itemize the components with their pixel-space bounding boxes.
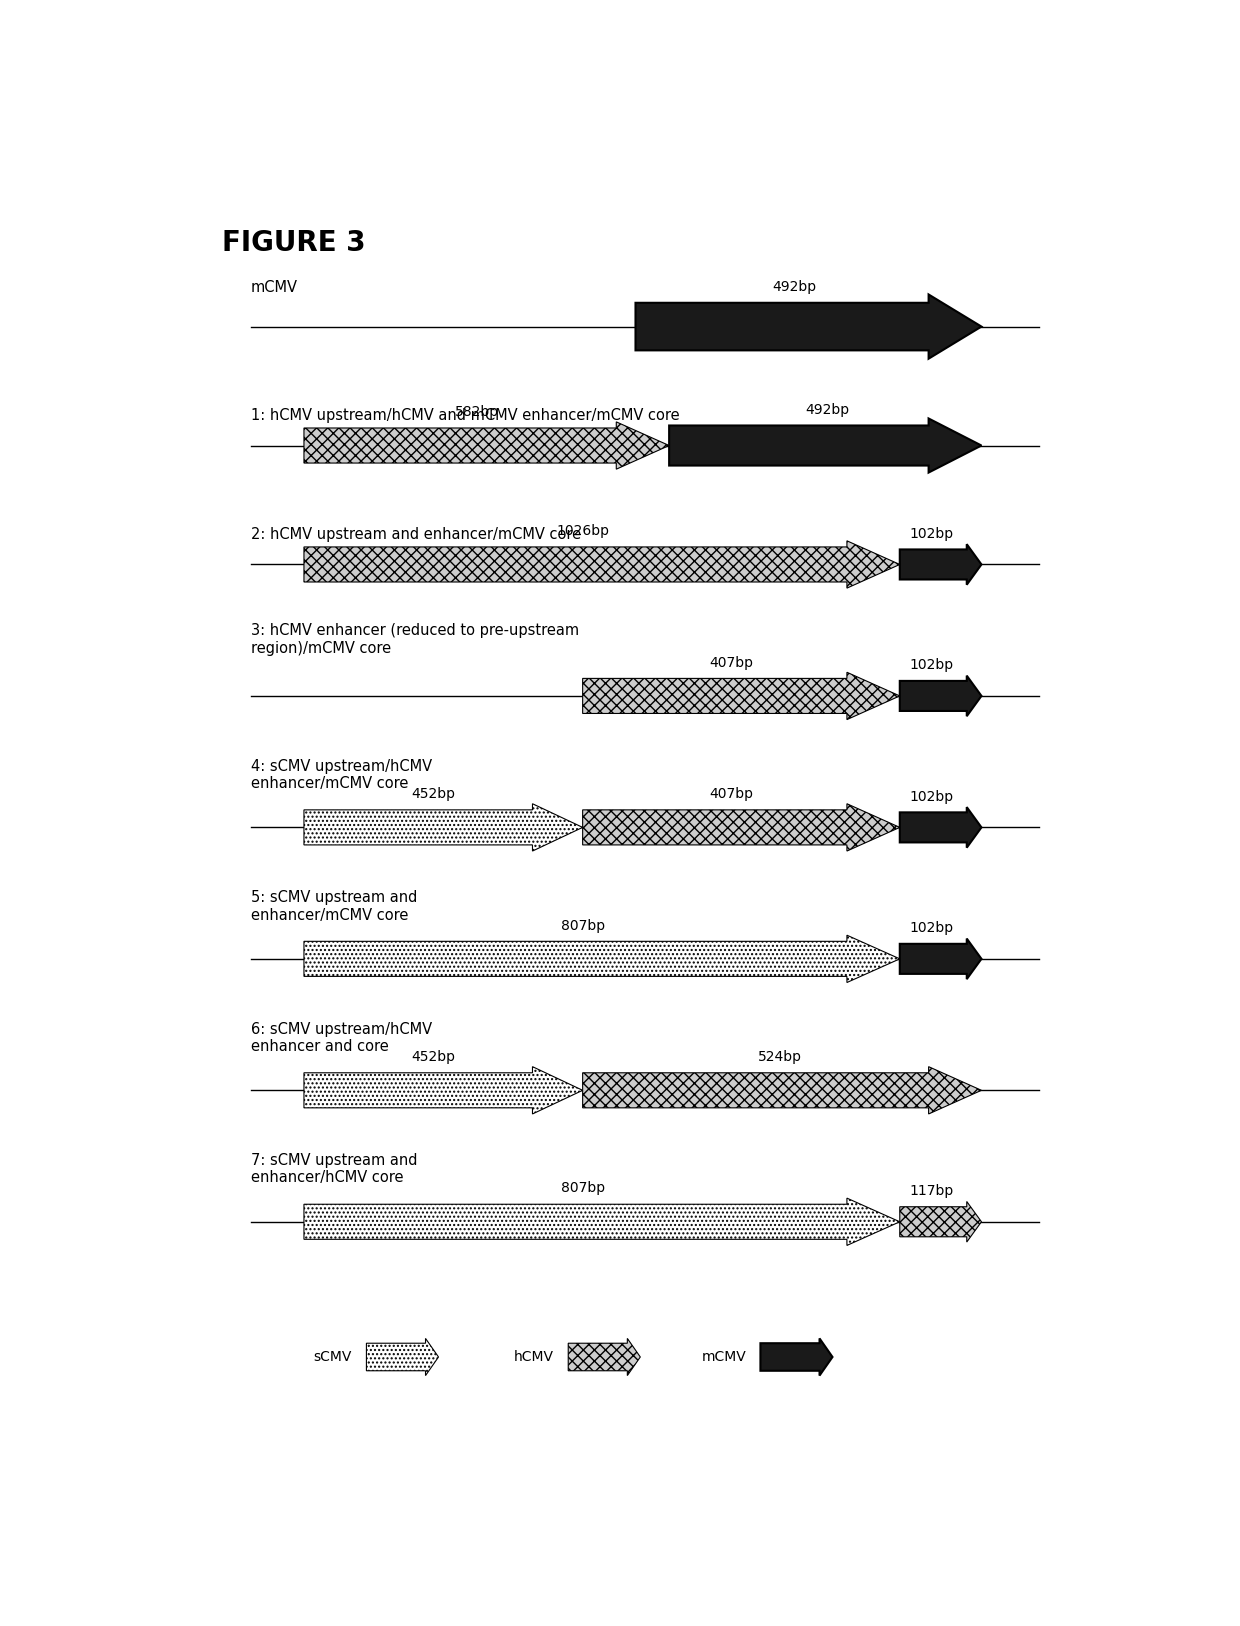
Polygon shape <box>900 545 982 585</box>
Polygon shape <box>304 421 670 470</box>
Text: 1: hCMV upstream/hCMV and mCMV enhancer/mCMV core: 1: hCMV upstream/hCMV and mCMV enhancer/… <box>250 408 680 423</box>
Text: 407bp: 407bp <box>709 787 754 802</box>
Polygon shape <box>670 418 982 473</box>
Text: 407bp: 407bp <box>709 655 754 670</box>
Polygon shape <box>900 938 982 979</box>
Text: 582bp: 582bp <box>455 405 498 420</box>
Polygon shape <box>760 1338 832 1376</box>
Text: 3: hCMV enhancer (reduced to pre-upstream
region)/mCMV core: 3: hCMV enhancer (reduced to pre-upstrea… <box>250 623 579 655</box>
Text: 117bp: 117bp <box>909 1184 954 1198</box>
Text: mCMV: mCMV <box>250 280 298 296</box>
Polygon shape <box>583 672 900 720</box>
Text: FIGURE 3: FIGURE 3 <box>222 229 366 257</box>
Polygon shape <box>900 1202 982 1242</box>
Text: 4: sCMV upstream/hCMV
enhancer/mCMV core: 4: sCMV upstream/hCMV enhancer/mCMV core <box>250 759 433 792</box>
Polygon shape <box>635 294 982 359</box>
Text: mCMV: mCMV <box>702 1350 746 1364</box>
Text: 2: hCMV upstream and enhancer/mCMV core: 2: hCMV upstream and enhancer/mCMV core <box>250 527 582 541</box>
Polygon shape <box>304 541 900 589</box>
Polygon shape <box>304 1067 583 1114</box>
Text: 452bp: 452bp <box>412 787 455 802</box>
Text: 102bp: 102bp <box>909 527 954 541</box>
Polygon shape <box>304 803 583 850</box>
Text: 102bp: 102bp <box>909 659 954 672</box>
Polygon shape <box>900 676 982 715</box>
Polygon shape <box>304 1198 900 1246</box>
Polygon shape <box>583 803 900 850</box>
Polygon shape <box>583 1067 982 1114</box>
Text: 807bp: 807bp <box>560 1182 605 1195</box>
Text: 102bp: 102bp <box>909 790 954 803</box>
Text: 492bp: 492bp <box>806 403 849 416</box>
Polygon shape <box>900 806 982 847</box>
Text: 807bp: 807bp <box>560 919 605 933</box>
Polygon shape <box>367 1338 439 1376</box>
Text: sCMV: sCMV <box>314 1350 352 1364</box>
Polygon shape <box>304 935 900 982</box>
Text: 452bp: 452bp <box>412 1050 455 1063</box>
Text: 7: sCMV upstream and
enhancer/hCMV core: 7: sCMV upstream and enhancer/hCMV core <box>250 1153 418 1185</box>
Text: hCMV: hCMV <box>513 1350 554 1364</box>
Text: 102bp: 102bp <box>909 920 954 935</box>
Polygon shape <box>568 1338 640 1376</box>
Text: 6: sCMV upstream/hCMV
enhancer and core: 6: sCMV upstream/hCMV enhancer and core <box>250 1021 433 1054</box>
Text: 1026bp: 1026bp <box>557 524 609 538</box>
Text: 5: sCMV upstream and
enhancer/mCMV core: 5: sCMV upstream and enhancer/mCMV core <box>250 889 418 922</box>
Text: 524bp: 524bp <box>758 1050 801 1063</box>
Text: 492bp: 492bp <box>773 280 816 294</box>
